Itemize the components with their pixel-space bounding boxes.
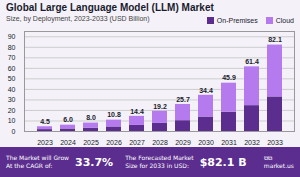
svg-text:2033: 2033 — [267, 139, 283, 146]
svg-text:2027: 2027 — [129, 139, 145, 146]
svg-text:2032: 2032 — [244, 139, 260, 146]
html-text:Cloud: Cloud — [275, 17, 294, 24]
svg-text:6.0: 6.0 — [63, 116, 73, 123]
svg-text:8.0: 8.0 — [86, 114, 96, 121]
svg-text:2028: 2028 — [152, 139, 168, 146]
svg-text:2031: 2031 — [221, 139, 237, 146]
svg-text:19.2: 19.2 — [153, 103, 167, 110]
svg-text:60: 60 — [8, 65, 16, 72]
svg-text:4.5: 4.5 — [40, 118, 50, 125]
svg-text:45.9: 45.9 — [222, 74, 236, 81]
svg-text:70: 70 — [8, 54, 16, 61]
svg-text:2023: 2023 — [37, 139, 53, 146]
svg-text:10: 10 — [8, 117, 16, 124]
html-text:$82.1 B: $82.1 B — [199, 155, 247, 169]
svg-text:90: 90 — [8, 33, 16, 40]
svg-text:14.4: 14.4 — [130, 108, 144, 115]
svg-text:2026: 2026 — [106, 139, 122, 146]
html-text:Global Large Language Model (L: Global Large Language Model (LLM) Market — [6, 2, 214, 13]
svg-text:30: 30 — [8, 96, 16, 103]
svg-text:80: 80 — [8, 44, 16, 51]
html-text:33.7%: 33.7% — [75, 155, 114, 169]
html-text:market.us: market.us — [263, 162, 294, 169]
html-text:The Forecasted Market Size for: The Forecasted Market Size for 2033 in U… — [125, 154, 194, 169]
svg-text:82.1: 82.1 — [268, 36, 282, 43]
svg-text:2030: 2030 — [198, 139, 214, 146]
svg-text:25.7: 25.7 — [176, 96, 190, 103]
svg-text:2024: 2024 — [60, 139, 76, 146]
svg-text:40: 40 — [8, 86, 16, 93]
svg-text:0: 0 — [12, 128, 16, 135]
html-text:Size, by Deployment, 2023-2033: Size, by Deployment, 2023-2033 (USD Bill… — [6, 15, 150, 22]
svg-text:2029: 2029 — [175, 139, 191, 146]
svg-text:2025: 2025 — [83, 139, 99, 146]
svg-text:61.4: 61.4 — [245, 58, 259, 65]
html-text:The Market will Grow At the CA: The Market will Grow At the CAGR of: — [6, 154, 69, 169]
svg-text:50: 50 — [8, 75, 16, 82]
svg-text:10.8: 10.8 — [107, 111, 121, 118]
svg-text:34.4: 34.4 — [199, 87, 213, 94]
svg-text:20: 20 — [8, 107, 16, 114]
html-text:On-Premises: On-Premises — [216, 17, 258, 24]
